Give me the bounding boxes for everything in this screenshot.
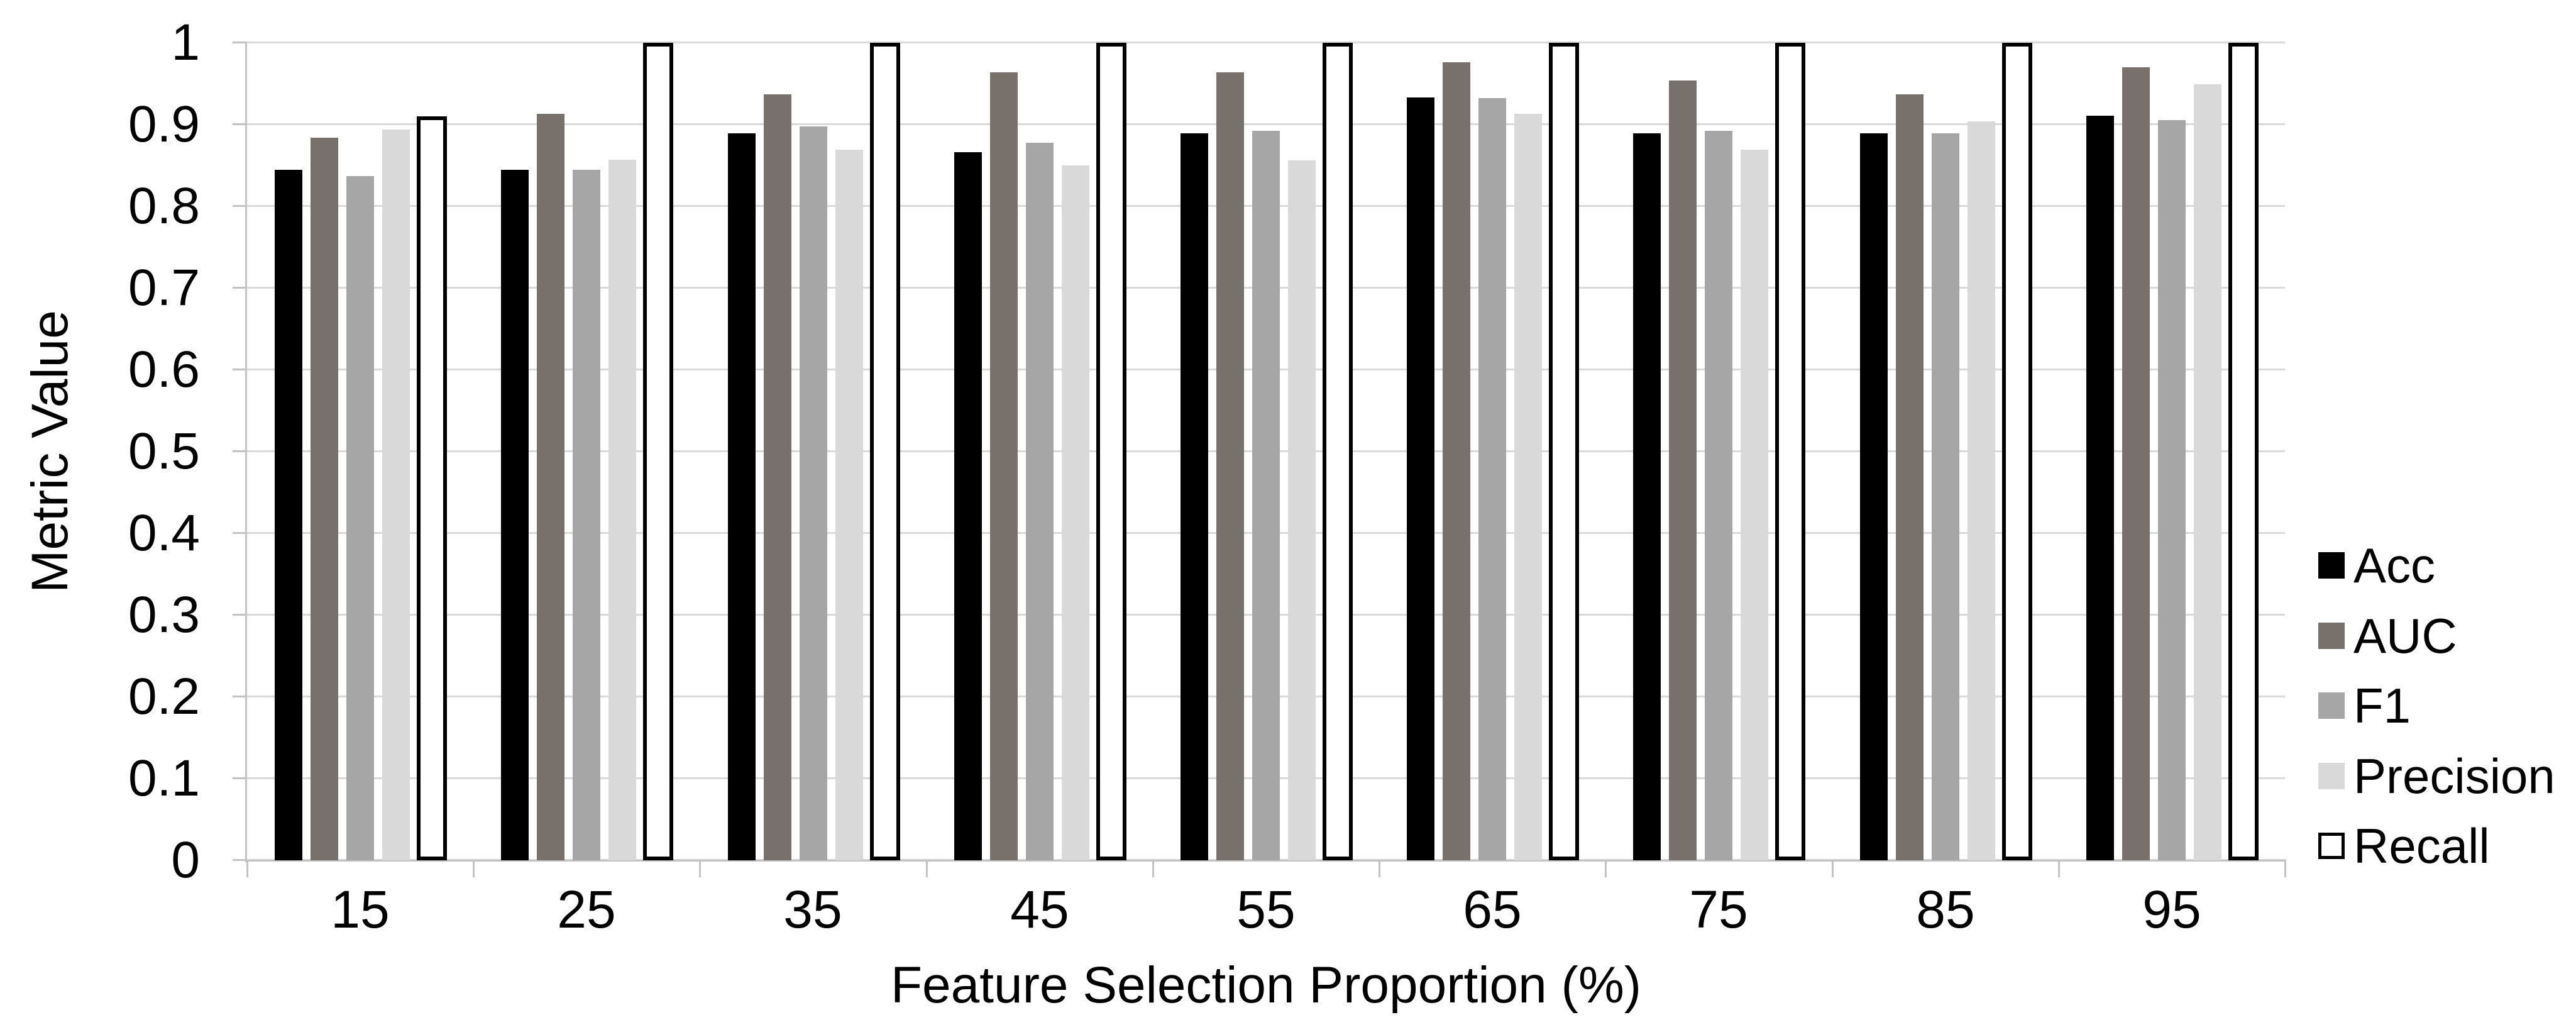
y-axis-tick bbox=[233, 859, 247, 861]
y-tick-label: 0.2 bbox=[128, 668, 200, 725]
y-axis-tick bbox=[233, 369, 247, 370]
bar-auc-45 bbox=[990, 72, 1018, 860]
y-tick-label: 1 bbox=[171, 14, 200, 71]
bar-acc-85 bbox=[1860, 133, 1888, 860]
y-axis-tick bbox=[233, 614, 247, 616]
x-axis-tick bbox=[699, 860, 701, 877]
y-tick-label: 0.1 bbox=[128, 750, 200, 807]
y-axis-tick bbox=[233, 696, 247, 697]
x-tick-label: 85 bbox=[1916, 880, 1975, 939]
bar-auc-65 bbox=[1443, 62, 1470, 860]
x-tick-label: 25 bbox=[557, 880, 616, 939]
bar-precision-45 bbox=[1062, 165, 1089, 860]
y-axis-tick bbox=[233, 42, 247, 43]
bar-auc-85 bbox=[1896, 94, 1924, 860]
bar-acc-65 bbox=[1407, 97, 1434, 860]
bar-recall-25 bbox=[643, 43, 673, 860]
y-tick-label: 0.4 bbox=[128, 504, 200, 562]
bar-f1-25 bbox=[573, 170, 600, 860]
y-axis-tick bbox=[233, 287, 247, 289]
bar-acc-45 bbox=[954, 152, 982, 860]
x-axis-tick bbox=[1152, 860, 1154, 877]
y-tick-label: 0.6 bbox=[128, 341, 200, 398]
bar-auc-25 bbox=[537, 114, 564, 860]
y-axis-tick bbox=[233, 123, 247, 125]
x-axis-tick bbox=[2284, 860, 2286, 877]
x-axis-tick bbox=[473, 860, 475, 877]
bar-f1-75 bbox=[1705, 131, 1732, 860]
bar-acc-55 bbox=[1181, 133, 1208, 860]
bar-precision-15 bbox=[382, 130, 410, 860]
y-tick-label: 0.9 bbox=[128, 96, 200, 153]
y-axis-tick bbox=[233, 450, 247, 452]
bar-recall-35 bbox=[870, 43, 900, 860]
x-tick-label: 55 bbox=[1236, 880, 1296, 939]
x-tick-label: 15 bbox=[331, 880, 390, 939]
bar-auc-55 bbox=[1216, 72, 1244, 860]
bar-recall-95 bbox=[2228, 43, 2259, 860]
x-axis-tick bbox=[1832, 860, 1834, 877]
bar-auc-35 bbox=[764, 94, 791, 860]
bar-auc-75 bbox=[1669, 80, 1697, 860]
x-axis-tick bbox=[926, 860, 928, 877]
x-axis-tick bbox=[246, 860, 248, 877]
bar-recall-85 bbox=[2002, 43, 2032, 860]
bar-acc-95 bbox=[2086, 116, 2114, 860]
bar-f1-55 bbox=[1252, 131, 1280, 860]
bar-recall-15 bbox=[417, 116, 447, 860]
bar-acc-75 bbox=[1633, 133, 1661, 860]
bar-f1-65 bbox=[1478, 98, 1506, 860]
y-tick-label: 0.3 bbox=[128, 586, 200, 643]
bar-acc-15 bbox=[275, 170, 302, 860]
x-axis-line bbox=[245, 860, 2285, 862]
bar-precision-25 bbox=[608, 160, 636, 860]
x-tick-label: 45 bbox=[1010, 880, 1069, 939]
y-axis-tick bbox=[233, 205, 247, 207]
bar-recall-65 bbox=[1549, 43, 1579, 860]
x-tick-label: 75 bbox=[1689, 880, 1748, 939]
y-tick-label: 0.8 bbox=[128, 177, 200, 235]
bar-f1-35 bbox=[800, 126, 827, 860]
bar-f1-85 bbox=[1932, 133, 1959, 860]
x-axis-tick bbox=[1379, 860, 1380, 877]
x-axis-title: Feature Selection Proportion (%) bbox=[890, 957, 1642, 1014]
bar-f1-95 bbox=[2158, 120, 2186, 860]
bar-acc-35 bbox=[728, 133, 756, 860]
bar-precision-95 bbox=[2194, 84, 2221, 860]
gridline bbox=[247, 42, 2285, 43]
bar-f1-15 bbox=[346, 176, 374, 860]
y-axis-line bbox=[245, 43, 247, 862]
bar-acc-25 bbox=[501, 170, 529, 860]
x-axis-tick bbox=[2058, 860, 2060, 877]
gridline bbox=[247, 123, 2285, 125]
x-tick-label: 35 bbox=[783, 880, 842, 939]
bar-recall-55 bbox=[1323, 43, 1353, 860]
y-axis-tick bbox=[233, 532, 247, 534]
bar-precision-35 bbox=[835, 150, 863, 860]
bar-precision-85 bbox=[1968, 121, 1995, 860]
bar-precision-75 bbox=[1741, 150, 1768, 860]
bar-recall-45 bbox=[1096, 43, 1126, 860]
y-axis-tick bbox=[233, 777, 247, 779]
bar-recall-75 bbox=[1775, 43, 1805, 860]
bar-f1-45 bbox=[1026, 143, 1054, 860]
bar-auc-95 bbox=[2122, 67, 2150, 860]
bar-precision-65 bbox=[1514, 114, 1542, 860]
bar-precision-55 bbox=[1288, 160, 1316, 860]
y-tick-label: 0.5 bbox=[128, 423, 200, 480]
y-tick-label: 0.7 bbox=[128, 259, 200, 316]
bar-auc-15 bbox=[311, 138, 338, 860]
x-tick-label: 95 bbox=[2142, 880, 2201, 939]
y-tick-label: 0 bbox=[171, 831, 200, 889]
x-tick-label: 65 bbox=[1463, 880, 1522, 939]
x-axis-tick bbox=[1605, 860, 1607, 877]
